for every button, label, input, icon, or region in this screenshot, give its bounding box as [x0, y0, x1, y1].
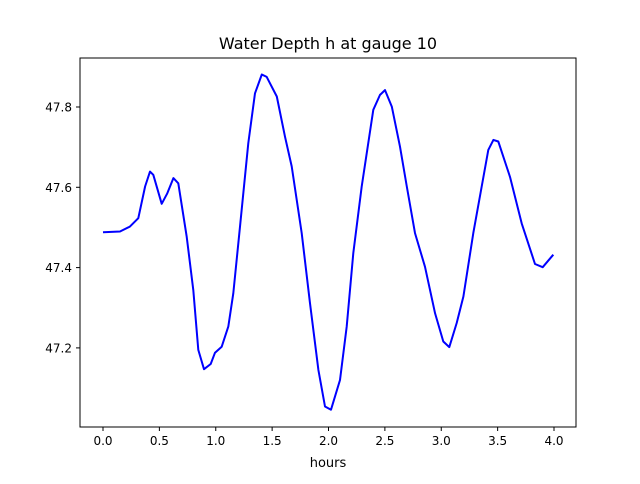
x-tick-label: 3.0 [432, 434, 451, 448]
x-tick-label: 2.0 [319, 434, 338, 448]
x-tick-label: 0.5 [150, 434, 169, 448]
x-tick-label: 1.5 [263, 434, 282, 448]
series-line-h [102, 73, 555, 411]
x-axis: 0.0 0.5 1.0 1.5 2.0 2.5 3.0 3.5 4.0 [93, 427, 564, 448]
y-tick-label: 47.2 [45, 341, 72, 355]
y-tick-label: 47.6 [45, 181, 72, 195]
x-tick-label: 3.5 [488, 434, 507, 448]
x-tick-label: 0.0 [93, 434, 112, 448]
y-tick-label: 47.8 [45, 100, 72, 114]
plot-frame [79, 57, 577, 428]
x-tick-label: 1.0 [206, 434, 225, 448]
y-axis: 47.2 47.4 47.6 47.8 [45, 100, 80, 355]
x-axis-label: hours [310, 456, 347, 471]
x-tick-label: 2.5 [375, 434, 394, 448]
x-tick-label: 4.0 [544, 434, 563, 448]
chart-title: Water Depth h at gauge 10 [219, 34, 437, 53]
y-tick-label: 47.4 [45, 261, 72, 275]
